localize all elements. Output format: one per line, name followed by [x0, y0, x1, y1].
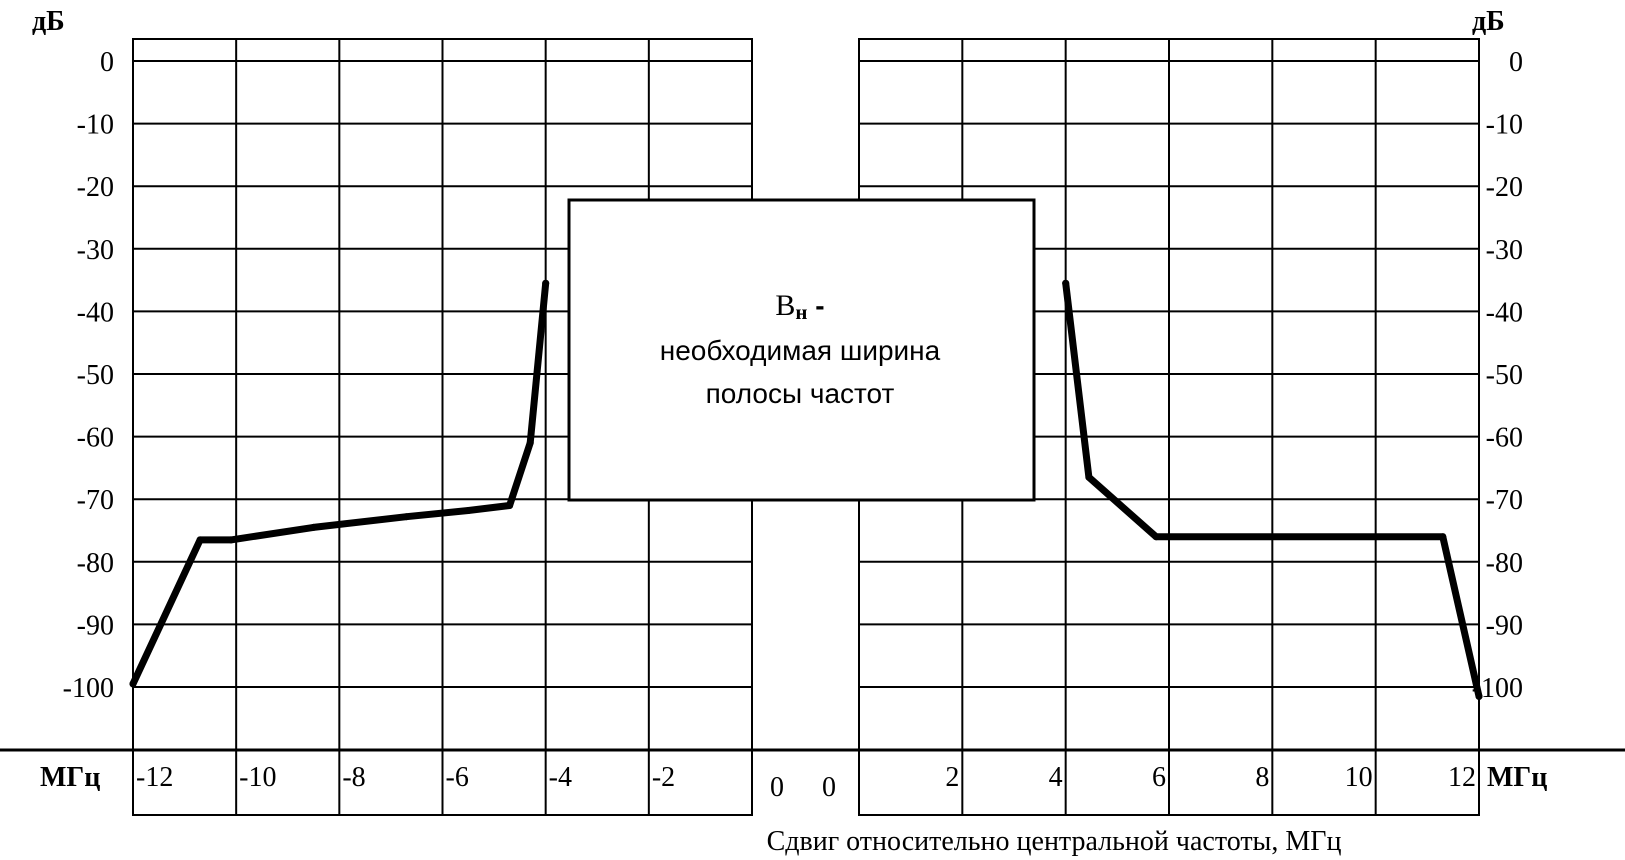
right-x-axis-labels: 2 4 6 8 10 12: [945, 762, 1476, 793]
left-mask-point: [506, 502, 514, 509]
y-tick-label-right: -90: [1486, 610, 1523, 641]
x-tick-label-right: 4: [1049, 762, 1063, 793]
y-tick-label-left: -20: [77, 172, 114, 203]
y-tick-label-right: -10: [1486, 110, 1523, 141]
bandwidth-line-1: необходимая ширина: [660, 335, 941, 366]
x-tick-label-right: 10: [1345, 762, 1373, 793]
y-tick-label-left: -100: [63, 673, 114, 704]
y-tick-label-left: -30: [77, 235, 114, 266]
x-axis-title: Сдвиг относительно центральной частоты, …: [767, 826, 1342, 857]
zero-label-right: 0: [822, 772, 836, 803]
left-mask-point: [464, 507, 472, 514]
y-tick-label-left: -60: [77, 423, 114, 454]
bandwidth-title: Bн -: [775, 289, 824, 324]
x-tick-label-left: -2: [652, 762, 675, 793]
x-tick-label-right: 8: [1255, 762, 1269, 793]
left-mask-point: [542, 279, 550, 287]
left-mask-point: [196, 536, 204, 544]
x-tick-label-right: 2: [945, 762, 959, 793]
right-mask-point: [1085, 473, 1093, 481]
series-layer: [129, 279, 1483, 700]
y-tick-label-right: -40: [1486, 297, 1523, 328]
x-tick-label-left: -6: [446, 762, 469, 793]
left-y-axis-labels: 0 -10 -20 -30 -40 -50 -60 -70 -80 -90 -100: [63, 47, 114, 704]
left-mask-point: [310, 523, 317, 531]
y-tick-label-right: -50: [1486, 360, 1523, 391]
left-x-axis-labels: -12 -10 -8 -6 -4 -2: [136, 762, 675, 793]
x-tick-label-left: -4: [549, 762, 572, 793]
bandwidth-line-2: полосы частот: [706, 378, 895, 409]
x-tick-label-right: 6: [1152, 762, 1166, 793]
x-tick-label-right: 12: [1448, 762, 1476, 793]
x-tick-label-left: -8: [342, 762, 365, 793]
x-tick-label-left: -10: [239, 762, 276, 793]
zero-label-left: 0: [770, 772, 784, 803]
right-mask-point: [1439, 533, 1447, 541]
bandwidth-annotation-box: Bн - необходимая ширина полосы частот: [567, 198, 1036, 502]
y-tick-label-right: -80: [1486, 548, 1523, 579]
y-tick-label-left: -80: [77, 548, 114, 579]
y-tick-label-left: -70: [77, 485, 114, 516]
right-mask-point: [1152, 533, 1160, 541]
right-mask-point: [1475, 692, 1483, 700]
y-tick-label-right: -30: [1486, 235, 1523, 266]
right-mask-point: [1062, 279, 1070, 287]
y-tick-label-left: -40: [77, 297, 114, 328]
left-mask-point: [129, 680, 137, 688]
y-unit-left: дБ: [32, 6, 65, 37]
y-tick-label-right: 0: [1509, 47, 1523, 78]
y-tick-label-right: -20: [1486, 172, 1523, 203]
y-tick-label-left: -10: [77, 110, 114, 141]
y-tick-label-right: -60: [1486, 423, 1523, 454]
y-tick-label-left: 0: [100, 47, 114, 78]
left-mask-point: [402, 513, 410, 521]
left-mask-point: [227, 536, 235, 544]
x-unit-left: МГц: [40, 762, 100, 793]
y-tick-label-left: -50: [77, 360, 114, 391]
y-unit-right: дБ: [1472, 6, 1505, 37]
y-tick-label-right: -70: [1486, 485, 1523, 516]
y-tick-label-left: -90: [77, 610, 114, 641]
left-mask-point: [526, 439, 534, 447]
x-unit-right: МГц: [1487, 762, 1547, 793]
x-tick-label-left: -12: [136, 762, 173, 793]
